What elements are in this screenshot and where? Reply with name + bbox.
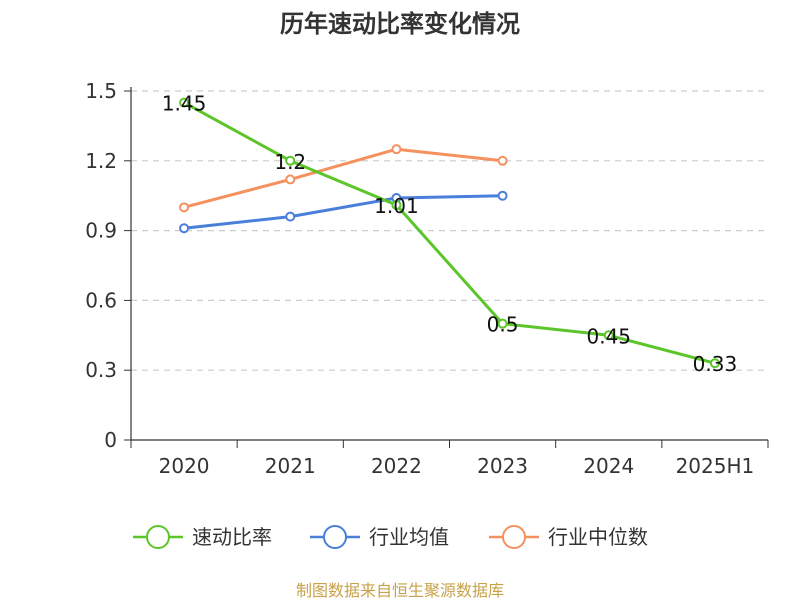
data-labels: 1.45 1.2 1.01 0.5 0.45 0.33 bbox=[162, 92, 737, 377]
legend-item: 速动比率 bbox=[133, 525, 272, 549]
data-label: 0.5 bbox=[487, 313, 519, 337]
data-label: 1.01 bbox=[374, 194, 419, 218]
legend-item: 行业均值 bbox=[310, 525, 449, 549]
data-label: 0.33 bbox=[693, 352, 738, 376]
data-point bbox=[391, 200, 402, 211]
x-tick-label: 2021 bbox=[265, 454, 316, 478]
source-note: 制图数据来自恒生聚源数据库 bbox=[296, 581, 504, 600]
data-point bbox=[179, 202, 190, 213]
legend-marker bbox=[502, 525, 526, 549]
data-point bbox=[285, 174, 296, 185]
legend-marker bbox=[323, 525, 347, 549]
legend-label: 行业中位数 bbox=[548, 525, 648, 549]
y-tick-label: 0 bbox=[104, 428, 117, 452]
series-line bbox=[183, 194, 503, 230]
data-point bbox=[709, 358, 720, 369]
data-point bbox=[497, 155, 508, 166]
x-tick-label: 2024 bbox=[583, 454, 634, 478]
data-point bbox=[285, 155, 296, 166]
legend: 速动比率 行业均值 行业中位数 bbox=[133, 525, 648, 549]
y-tick-label: 0.9 bbox=[85, 219, 117, 243]
data-point bbox=[179, 223, 190, 234]
x-tick-label: 2023 bbox=[477, 454, 528, 478]
series-line bbox=[183, 101, 716, 365]
data-label: 1.45 bbox=[162, 92, 207, 116]
series-lines bbox=[179, 97, 720, 369]
x-tick-label: 2020 bbox=[159, 454, 210, 478]
data-point bbox=[391, 144, 402, 155]
data-label: 1.2 bbox=[274, 150, 306, 174]
axes: 0 0.3 0.6 0.9 1.2 1.5 2020 2021 2022 2023 2024 2025… bbox=[85, 79, 769, 478]
series-line bbox=[183, 147, 503, 209]
grid-lines bbox=[131, 90, 768, 371]
data-point bbox=[497, 190, 508, 201]
data-point bbox=[179, 97, 190, 108]
y-tick-label: 1.5 bbox=[85, 79, 117, 103]
legend-marker bbox=[146, 525, 170, 549]
x-tick-label: 2025H1 bbox=[676, 454, 755, 478]
legend-label: 速动比率 bbox=[192, 525, 272, 549]
y-tick-label: 0.6 bbox=[85, 288, 117, 312]
data-label: 0.45 bbox=[586, 324, 631, 348]
data-point bbox=[285, 211, 296, 222]
y-tick-label: 1.2 bbox=[85, 149, 117, 173]
legend-label: 行业均值 bbox=[369, 525, 449, 549]
chart-title: 历年速动比率变化情况 bbox=[280, 10, 520, 38]
x-tick-label: 2022 bbox=[371, 454, 422, 478]
y-tick-label: 0.3 bbox=[85, 358, 117, 382]
data-point bbox=[603, 330, 614, 341]
data-point bbox=[497, 318, 508, 329]
legend-item: 行业中位数 bbox=[489, 525, 648, 549]
